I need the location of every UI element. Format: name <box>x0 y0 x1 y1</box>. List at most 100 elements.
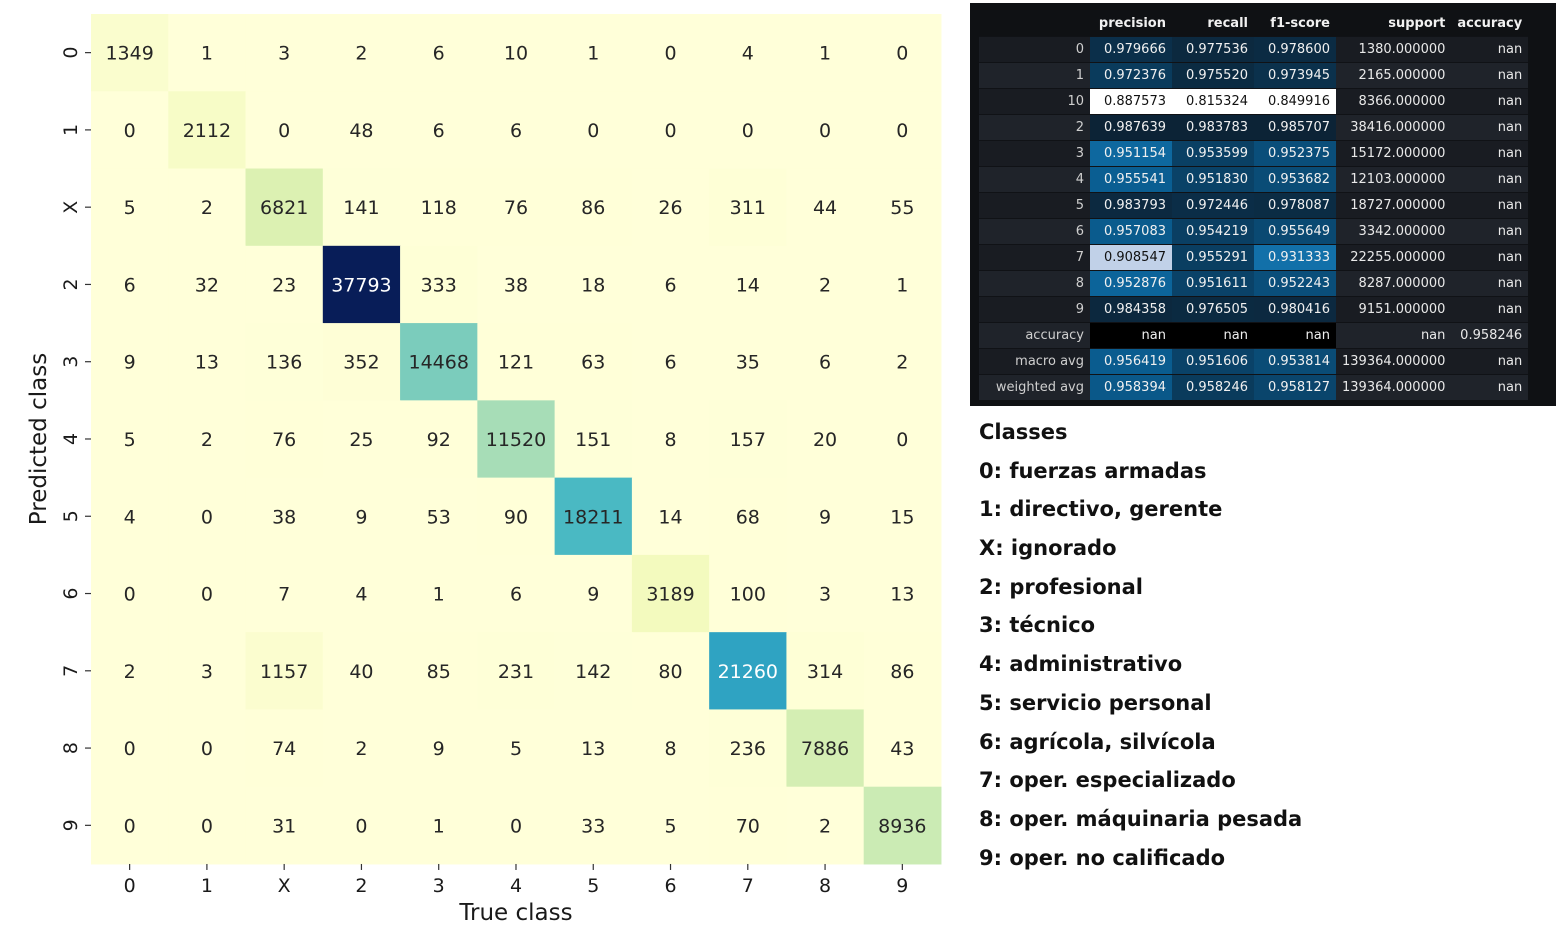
heatmap-cell <box>477 477 556 556</box>
report-row-label: weighted avg <box>979 374 1090 400</box>
legend-item: 1: directivo, gerente <box>979 497 1223 522</box>
legend-item: 2: profesional <box>979 574 1143 599</box>
heatmap-cell <box>786 554 865 633</box>
heatmap-cell <box>554 477 633 556</box>
heatmap-cell <box>91 477 169 556</box>
heatmap-cell <box>631 477 710 556</box>
report-cell: 0.983783 <box>1172 114 1254 141</box>
cell-value-label: 0 <box>201 584 213 606</box>
report-column-header: f1-score <box>1270 16 1330 31</box>
heatmap-cell <box>786 632 865 710</box>
heatmap-cell <box>709 323 787 401</box>
heatmap-cell <box>863 91 942 170</box>
y-tick-label: 7 <box>60 665 82 677</box>
heatmap-cell <box>322 245 401 324</box>
heatmap-cell <box>322 14 401 92</box>
heatmap-cell <box>322 168 401 247</box>
report-cell: 139364.000000 <box>1336 374 1452 400</box>
heatmap-cell <box>91 14 169 92</box>
cell-value-label: 86 <box>581 197 605 219</box>
heatmap-cell <box>245 400 324 479</box>
report-row-label: 4 <box>979 166 1090 193</box>
y-tick-label: 9 <box>60 819 82 831</box>
y-tick-label: 1 <box>60 124 82 136</box>
report-row-label: 10 <box>979 88 1090 115</box>
heatmap-cell <box>477 323 556 401</box>
heatmap-cell <box>91 709 169 788</box>
report-cell: nan <box>1451 114 1529 141</box>
cell-value-label: 6 <box>510 120 522 142</box>
cell-value-label: 4 <box>742 43 754 65</box>
y-axis-label: Predicted class <box>26 353 52 525</box>
heatmap-cell <box>631 245 710 324</box>
report-cell: 0.952243 <box>1254 270 1336 297</box>
report-cell: 0.954219 <box>1172 218 1254 245</box>
heatmap-cell <box>554 14 633 92</box>
heatmap-cell <box>91 245 169 324</box>
cell-value-label: 38 <box>272 506 296 528</box>
heatmap-cell <box>786 786 865 865</box>
cell-value-label: 3189 <box>646 584 694 606</box>
cell-value-label: 48 <box>349 120 373 142</box>
cell-value-label: 13 <box>890 584 914 606</box>
cell-value-label: 2 <box>819 815 831 837</box>
heatmap-cell <box>91 554 169 633</box>
cell-value-label: 136 <box>266 352 302 374</box>
heatmap-cell <box>631 14 710 92</box>
cell-value-label: 100 <box>730 584 766 606</box>
cell-value-label: 5 <box>664 815 676 837</box>
heatmap-cell <box>245 709 324 788</box>
heatmap-cell <box>709 400 787 479</box>
report-cell: 0.978600 <box>1254 36 1336 63</box>
heatmap-cell <box>168 245 247 324</box>
heatmap-cell <box>322 786 401 865</box>
heatmap-cell <box>863 14 942 92</box>
cell-value-label: 352 <box>343 352 379 374</box>
y-tick-label: 4 <box>60 433 82 445</box>
cell-value-label: 4 <box>124 506 136 528</box>
cell-value-label: 0 <box>664 120 676 142</box>
heatmap-cell <box>863 323 942 401</box>
heatmap-cell <box>863 709 942 788</box>
report-cell: 0.956419 <box>1090 348 1172 375</box>
report-cell: 0.978087 <box>1254 192 1336 219</box>
report-cell: 0.952375 <box>1254 140 1336 167</box>
heatmap-cell <box>168 168 247 247</box>
cell-value-label: 10 <box>504 43 528 65</box>
cell-value-label: 25 <box>349 429 373 451</box>
cell-value-label: 53 <box>427 506 451 528</box>
y-tick-label: 8 <box>60 742 82 754</box>
cell-value-label: 1 <box>433 584 445 606</box>
report-cell: 0.972376 <box>1090 62 1172 89</box>
report-row-label: 9 <box>979 296 1090 323</box>
report-cell: 0.955649 <box>1254 218 1336 245</box>
cell-value-label: 0 <box>819 120 831 142</box>
cell-value-label: 0 <box>742 120 754 142</box>
heatmap-cell <box>168 400 247 479</box>
cell-value-label: 0 <box>124 738 136 760</box>
legend-item: 3: técnico <box>979 613 1096 638</box>
heatmap-cell <box>91 632 169 710</box>
report-row: 1 0.972376 0.975520 0.973945 2165.000000 nan <box>979 62 1529 89</box>
cell-value-label: 14 <box>658 506 682 528</box>
cell-value-label: 5 <box>124 429 136 451</box>
heatmap-cell <box>400 245 478 324</box>
heatmap-cell <box>477 14 556 92</box>
report-cell: nan <box>1451 140 1529 167</box>
cell-value-label: 2 <box>355 738 367 760</box>
cell-value-label: 0 <box>896 43 908 65</box>
report-cell: 0.955541 <box>1090 166 1172 193</box>
report-row: 0 0.979666 0.977536 0.978600 1380.000000 nan <box>979 36 1529 63</box>
cell-value-label: 0 <box>896 429 908 451</box>
report-cell: 15172.000000 <box>1336 140 1452 167</box>
cell-value-label: 9 <box>819 506 831 528</box>
heatmap-cell <box>709 554 787 633</box>
classification-report-panel: precision recall f1-score support accuracy 0… <box>970 3 1556 406</box>
report-row-label: 1 <box>979 62 1090 89</box>
cell-value-label: 63 <box>581 352 605 374</box>
report-row-label: 3 <box>979 140 1090 167</box>
report-cell: 0.984358 <box>1090 296 1172 323</box>
x-tick-label: 4 <box>510 875 522 897</box>
cell-value-label: 0 <box>664 43 676 65</box>
cell-value-label: 14 <box>736 274 760 296</box>
